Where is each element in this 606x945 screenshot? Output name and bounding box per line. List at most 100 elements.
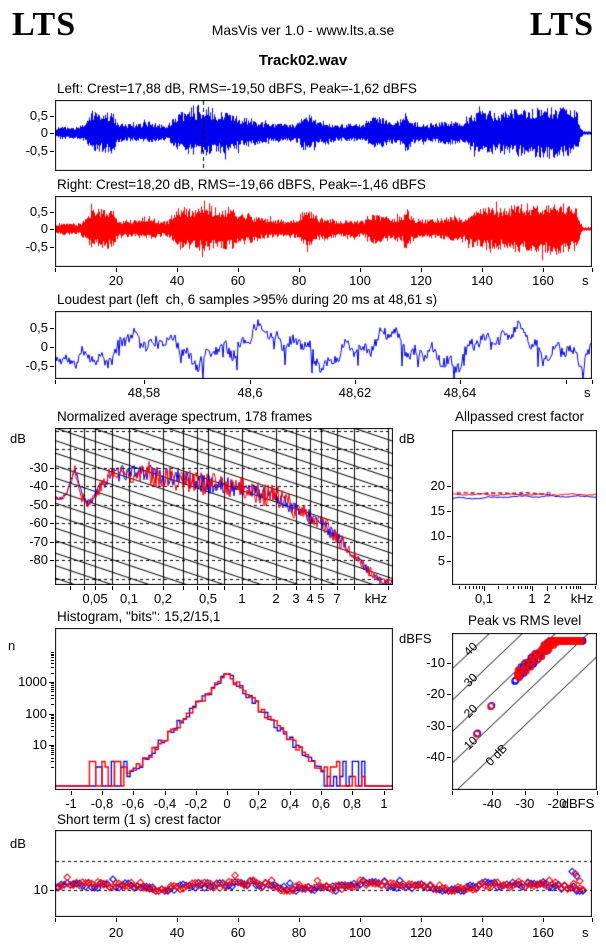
- tick-mark: [112, 586, 113, 590]
- loudest-part-plot: [55, 311, 592, 379]
- tick-label: 2: [272, 591, 280, 606]
- tick-label: 160: [532, 925, 554, 940]
- tick-mark: [337, 586, 338, 590]
- app-version-title: MasVis ver 1.0 - www.lts.a.se: [211, 22, 395, 38]
- tick-mark: [51, 750, 54, 751]
- tick-mark: [51, 698, 54, 699]
- tick-mark: [527, 586, 528, 589]
- tick-mark: [258, 791, 259, 795]
- tick-mark: [299, 918, 300, 922]
- tick-mark: [196, 791, 197, 795]
- tick-mark: [447, 486, 451, 487]
- tick-label: -50: [29, 497, 48, 512]
- tick-label: 80: [291, 925, 307, 940]
- left-waveform-title: Left: Crest=17,88 dB, RMS=-19,50 dBFS, P…: [57, 81, 417, 96]
- tick-label: 10: [430, 528, 445, 543]
- tick-mark: [473, 586, 474, 589]
- tick-mark: [51, 748, 54, 749]
- tick-mark: [570, 586, 571, 589]
- tick-label: 0: [223, 796, 231, 811]
- spectrum-plot: [55, 428, 393, 585]
- tick-mark: [597, 791, 598, 795]
- tick-label: 100: [349, 273, 371, 288]
- lts-logo-left: LTS: [12, 6, 77, 43]
- tick-mark: [321, 586, 322, 590]
- tick-mark: [242, 586, 243, 590]
- tick-mark: [482, 586, 483, 589]
- tick-mark: [55, 380, 56, 384]
- tick-label: 40: [169, 273, 185, 288]
- tick-mark: [51, 685, 54, 686]
- tick-mark: [70, 586, 71, 590]
- tick-label: 7: [333, 591, 341, 606]
- peak-vs-rms-x-unit: dBFS: [561, 796, 595, 811]
- tick-mark: [447, 757, 451, 758]
- tick-mark: [238, 918, 239, 922]
- tick-mark: [543, 918, 544, 922]
- tick-label: 3: [292, 591, 300, 606]
- tick-label: 1: [238, 591, 246, 606]
- tick-label: -80: [29, 552, 48, 567]
- tick-mark: [50, 366, 54, 367]
- tick-mark: [460, 380, 461, 384]
- tick-mark: [592, 268, 593, 272]
- tick-mark: [183, 586, 184, 590]
- tick-mark: [50, 468, 54, 469]
- tick-label: -0,5: [25, 358, 48, 373]
- tick-mark: [51, 730, 54, 731]
- tick-label: 0,5: [198, 591, 218, 606]
- tick-label: -0,6: [121, 796, 145, 811]
- tick-mark: [530, 586, 531, 589]
- tick-mark: [129, 586, 130, 590]
- tick-mark: [354, 586, 355, 590]
- tick-label: 0: [40, 125, 48, 140]
- tick-mark: [197, 586, 198, 590]
- tick-mark: [566, 586, 567, 589]
- tick-label: -10: [426, 655, 445, 670]
- tick-mark: [421, 918, 422, 922]
- tick-mark: [447, 694, 451, 695]
- tick-label: -0,4: [153, 796, 177, 811]
- tick-mark: [144, 380, 145, 384]
- tick-label: 10: [33, 882, 48, 897]
- tick-mark: [177, 918, 178, 922]
- tick-mark: [525, 586, 526, 589]
- tick-mark: [518, 586, 519, 589]
- tick-mark: [51, 746, 54, 747]
- tick-mark: [592, 918, 593, 922]
- tick-mark: [51, 667, 54, 668]
- tick-mark: [51, 761, 54, 762]
- tick-mark: [102, 791, 103, 795]
- tick-mark: [459, 586, 460, 589]
- tick-mark: [50, 560, 54, 561]
- tick-mark: [469, 586, 470, 589]
- tick-mark: [51, 652, 54, 653]
- short-term-y-unit: dB: [10, 836, 26, 851]
- right-waveform-title: Right: Crest=18,20 dB, RMS=-19,66 dBFS, …: [57, 177, 426, 192]
- tick-mark: [525, 791, 526, 795]
- tick-mark: [51, 717, 54, 718]
- tick-label: -0,8: [90, 796, 114, 811]
- short-term-crest-title: Short term (1 s) crest factor: [57, 812, 222, 827]
- tick-label: -0,2: [184, 796, 208, 811]
- tick-label: -40: [29, 478, 48, 493]
- tick-label: -1: [65, 796, 77, 811]
- histogram-title: Histogram, "bits": 15,2/15,1: [57, 609, 221, 624]
- tick-label: 20: [108, 273, 124, 288]
- tick-mark: [177, 268, 178, 272]
- tick-mark: [163, 586, 164, 590]
- left-waveform-plot: [55, 100, 592, 171]
- spectrum-y-unit: dB: [10, 431, 26, 446]
- tick-label: -0,5: [25, 239, 48, 254]
- tick-mark: [482, 918, 483, 922]
- tick-mark: [51, 715, 54, 716]
- tick-label: 140: [471, 925, 493, 940]
- tick-label: 120: [410, 273, 432, 288]
- tick-label: 0,05: [82, 591, 108, 606]
- tick-mark: [208, 586, 209, 590]
- short-term-crest-plot: [55, 830, 592, 917]
- tick-label: 140: [471, 273, 493, 288]
- tick-mark: [49, 745, 54, 746]
- tick-mark: [355, 380, 356, 384]
